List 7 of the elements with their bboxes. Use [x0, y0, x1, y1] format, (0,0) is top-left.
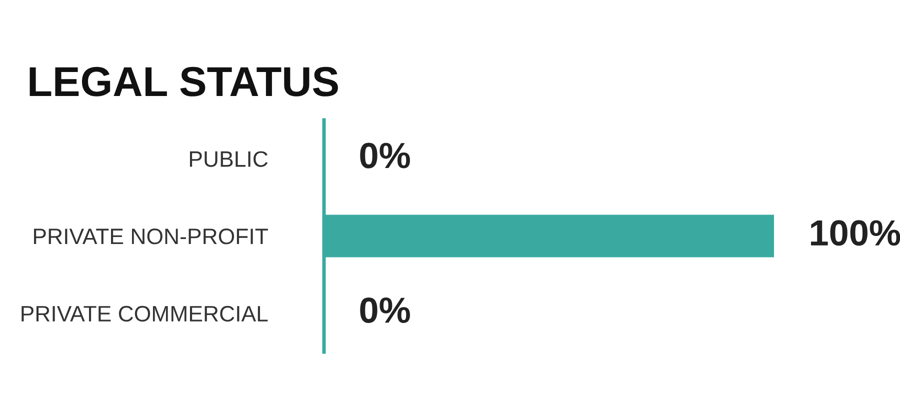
y-tick-label: PRIVATE NON-PROFIT: [34, 228, 268, 244]
data-label: 0%: [360, 297, 410, 324]
data-label: 0%: [360, 142, 410, 168]
y-tick-label: PUBLIC: [190, 151, 268, 167]
data-label: 100%: [810, 220, 900, 246]
chart-title: LEGAL STATUS: [30, 66, 338, 96]
y-tick-label: PRIVATE COMMERCIAL: [22, 306, 268, 322]
